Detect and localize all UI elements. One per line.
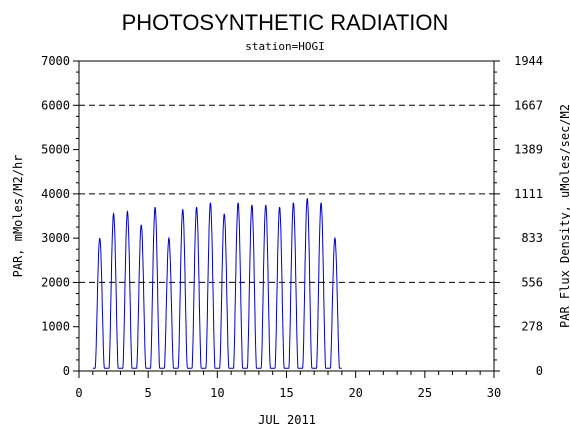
y2-tick-label: 556 — [521, 275, 543, 289]
plot-frame — [78, 60, 495, 372]
par-series-line — [92, 198, 342, 369]
y2-axis-title: PAR Flux Density, uMoles/sec/M2 — [558, 104, 570, 328]
y-tick-label: 6000 — [41, 98, 70, 112]
x-tick-label: 25 — [418, 386, 432, 400]
x-tick-label: 5 — [145, 386, 152, 400]
left-axis-ticks: 0 1000 2000 3000 4000 5000 6000 7000 — [41, 54, 79, 378]
y-tick-label: 5000 — [41, 143, 70, 157]
x-tick-label: 0 — [75, 386, 82, 400]
y2-tick-label: 833 — [521, 231, 543, 245]
y2-tick-label: 1667 — [514, 98, 543, 112]
y-axis-title: PAR, mMoles/M2/hr — [11, 155, 25, 278]
x-tick-label: 15 — [279, 386, 293, 400]
chart-title: PHOTOSYNTHETIC RADIATION — [122, 10, 449, 35]
x-tick-label: 30 — [487, 386, 501, 400]
y2-tick-label: 0 — [536, 364, 543, 378]
y-tick-label: 1000 — [41, 320, 70, 334]
x-axis-title: JUL 2011 — [258, 413, 316, 427]
right-axis-ticks: 0 278 556 833 1111 1389 1667 1944 — [494, 54, 543, 378]
chart-subtitle: station=HOGI — [245, 40, 324, 53]
y2-tick-label: 1389 — [514, 143, 543, 157]
y-tick-label: 0 — [63, 364, 70, 378]
y-tick-label: 2000 — [41, 275, 70, 289]
series-group — [92, 198, 342, 369]
y2-tick-label: 1111 — [514, 187, 543, 201]
y-tick-label: 4000 — [41, 187, 70, 201]
x-tick-label: 10 — [210, 386, 224, 400]
y-tick-label: 3000 — [41, 231, 70, 245]
y2-tick-label: 278 — [521, 320, 543, 334]
y2-tick-label: 1944 — [514, 54, 543, 68]
x-tick-label: 20 — [348, 386, 362, 400]
gridlines — [79, 104, 494, 283]
y-tick-label: 7000 — [41, 54, 70, 68]
bottom-axis-ticks: 0 5 10 15 20 25 30 — [75, 371, 501, 400]
